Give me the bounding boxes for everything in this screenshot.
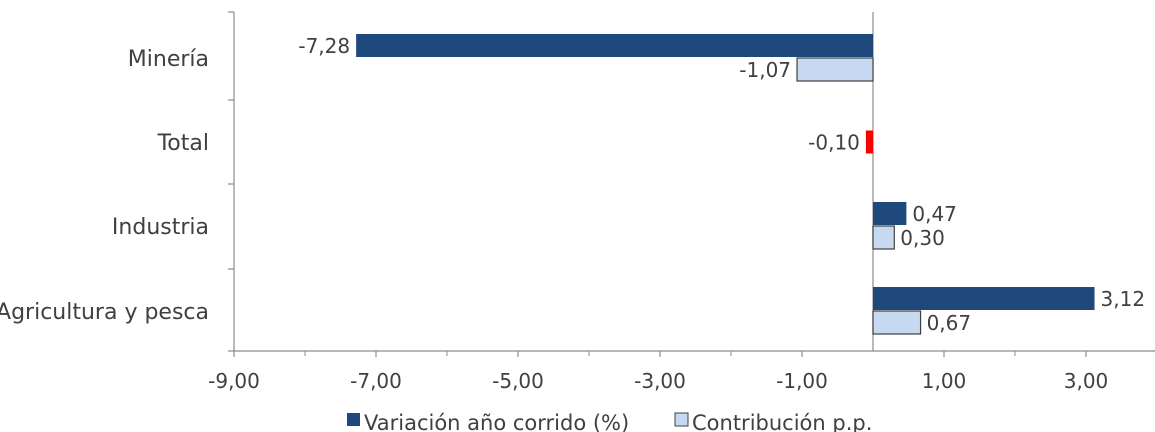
bar-series-2 [872,310,922,335]
data-label: -0,10 [808,131,860,155]
x-tick-label: -3,00 [634,369,686,393]
data-label: -7,28 [298,34,350,58]
chart-data-labels: -7,28 -1,07 -0,10 0,470,30 3,12 0,67 [298,34,1145,335]
data-label: 0,47 [912,202,957,226]
legend-swatch-contribucion [674,412,689,427]
x-tick-label: -9,00 [208,369,260,393]
chart-legend: Variación año corrido (%) Contribución p… [347,411,872,432]
x-tick-label: 1,00 [922,369,967,393]
chart-ticks: -9,00 -7,00 -5,00 -3,00 -1,00 1,00 3,00 [208,351,1109,393]
bar-series-1 [865,130,873,154]
data-label: 3,12 [1101,287,1146,311]
x-tick-label: 3,00 [1064,369,1109,393]
data-label: -1,07 [739,58,791,82]
chart-bars [356,34,1095,335]
legend-label-contribucion: Contribución p.p. [692,411,872,432]
bar-series-2 [796,57,874,82]
legend-label-variacion: Variación año corrido (%) [364,411,629,432]
data-label: 0,67 [927,311,972,335]
chart-category-labels: Minería Total Industria Agricultura y pesca [0,47,209,325]
category-label: Industria [112,215,209,240]
x-tick-label: -1,00 [776,369,828,393]
category-label: Total [157,131,209,156]
x-tick-label: -5,00 [492,369,544,393]
legend-swatch-variacion [347,413,360,426]
bar-series-1 [873,287,1095,310]
x-tick-label: -7,00 [350,369,402,393]
category-label: Minería [128,47,209,72]
category-label: Agricultura y pesca [0,300,209,325]
bar-series-1 [873,202,907,225]
bar-series-2 [872,225,895,250]
bar-series-1 [356,34,873,57]
data-label: 0,30 [900,226,945,250]
